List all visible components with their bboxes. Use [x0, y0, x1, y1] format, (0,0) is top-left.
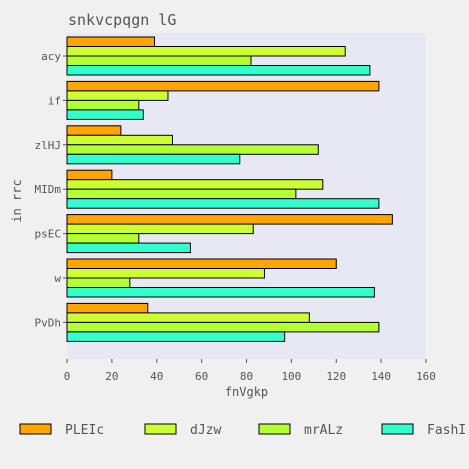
- bar-zlHJ-mrALz: [66, 144, 319, 155]
- bar-if-dJzw: [66, 90, 169, 101]
- bar-if-mrALz: [66, 99, 140, 111]
- x-tick-label: 80: [240, 370, 253, 383]
- legend-label-FashI: FashI: [427, 423, 466, 438]
- x-tick-label: 120: [326, 370, 346, 383]
- x-tick-label: 60: [195, 370, 208, 383]
- legend-label-mrALz: mrALz: [304, 423, 343, 438]
- y-tick-label: zlHJ: [35, 139, 62, 152]
- bar-w-FashI: [66, 287, 375, 298]
- x-tick-label: 40: [150, 370, 163, 383]
- legend-swatch-FashI: [381, 423, 414, 435]
- bar-PvDh-dJzw: [66, 312, 310, 323]
- bar-acy-FashI: [66, 65, 371, 76]
- bar-PvDh-PLEIc: [66, 302, 149, 314]
- bar-acy-dJzw: [66, 46, 346, 57]
- bar-MIDm-mrALz: [66, 188, 297, 200]
- x-axis-label: fnVgkp: [225, 385, 268, 399]
- y-tick-label: PvDh: [35, 316, 62, 329]
- x-tick-label: 140: [371, 370, 391, 383]
- legend-swatch-dJzw: [144, 423, 177, 435]
- bar-psEC-PLEIc: [66, 214, 393, 225]
- legend-swatch-PLEIc: [19, 423, 52, 435]
- bar-PvDh-FashI: [66, 331, 286, 342]
- y-axis-ticks: acy if zlHJ MIDm psEC w PvDh: [35, 50, 67, 329]
- bar-zlHJ-dJzw: [66, 134, 173, 146]
- x-tick-label: 0: [64, 370, 71, 383]
- y-tick-label: psEC: [35, 228, 62, 241]
- bar-w-PLEIc: [66, 258, 337, 269]
- x-tick-label: 160: [416, 370, 436, 383]
- x-axis-ticks: 0 20 40 60 80 100 120 140 160: [64, 359, 436, 383]
- bar-if-FashI: [66, 109, 144, 120]
- bar-w-mrALz: [66, 277, 131, 288]
- x-tick-label: 20: [105, 370, 118, 383]
- bar-if-PLEIc: [66, 80, 380, 92]
- bar-acy-PLEIc: [66, 36, 156, 47]
- bar-PvDh-mrALz: [66, 321, 380, 333]
- y-tick-label: acy: [41, 50, 61, 63]
- legend-label-PLEIc: PLEIc: [65, 423, 104, 438]
- bar-psEC-mrALz: [66, 233, 140, 244]
- y-tick-label: w: [54, 272, 61, 285]
- bar-MIDm-FashI: [66, 198, 380, 209]
- x-tick-label: 100: [281, 370, 301, 383]
- bar-psEC-FashI: [66, 242, 191, 254]
- y-tick-label: if: [48, 94, 61, 107]
- legend-label-dJzw: dJzw: [190, 423, 221, 438]
- y-tick-label: MIDm: [35, 183, 62, 196]
- legend: PLEIc dJzw mrALz FashI: [19, 423, 466, 438]
- bar-w-dJzw: [66, 268, 265, 279]
- bar-zlHJ-FashI: [66, 153, 241, 165]
- bar-MIDm-dJzw: [66, 179, 324, 190]
- bar-psEC-dJzw: [66, 223, 254, 235]
- y-axis-label: in rrc: [10, 179, 24, 222]
- chart-title: snkvcpqgn lG: [68, 11, 176, 29]
- legend-swatch-mrALz: [258, 423, 291, 435]
- bar-zlHJ-PLEIc: [66, 125, 122, 136]
- bar-acy-mrALz: [66, 55, 252, 66]
- bars-group: [66, 36, 393, 342]
- bar-MIDm-PLEIc: [66, 169, 113, 181]
